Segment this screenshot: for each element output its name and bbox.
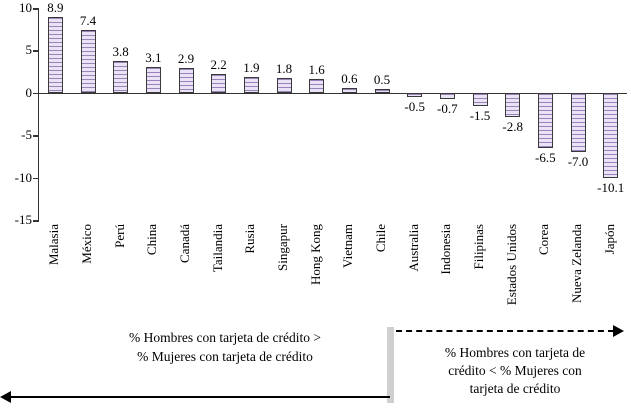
- y-tick-mark: [33, 220, 39, 222]
- value-label: -6.5: [535, 149, 556, 165]
- bar: [113, 60, 129, 93]
- bar: [570, 92, 586, 153]
- plot-area: 8.9 7.4 3.8 3.1 2.9 2.2 1.9 1.8 1.6 0.6 0.5 -0.5 -0.…: [33, 0, 627, 222]
- bar: [472, 92, 488, 106]
- x-category-label: México: [79, 224, 94, 264]
- x-category-label: Perú: [111, 224, 127, 248]
- value-label: -0.7: [437, 100, 458, 116]
- bar: [407, 92, 423, 98]
- y-tick-label: -5: [21, 127, 32, 143]
- value-label: 8.9: [47, 0, 64, 16]
- x-category-label: Hong Kong: [307, 224, 323, 286]
- left-annotation-line1: % Hombres con tarjeta de crédito >: [128, 330, 322, 345]
- x-category-label: Australia: [405, 224, 421, 272]
- value-label: 0.6: [341, 70, 358, 86]
- bar: [178, 68, 194, 93]
- x-category-label: China: [144, 224, 160, 256]
- value-label: 3.1: [145, 49, 162, 65]
- left-annotation-line2: % Mujeres con tarjeta de crédito: [137, 349, 313, 364]
- bar: [439, 92, 455, 99]
- bar: [276, 77, 292, 93]
- x-category-label: Singapur: [275, 224, 290, 271]
- value-label: -7.0: [567, 154, 589, 170]
- left-arrowhead-icon: [0, 391, 11, 403]
- bar: [341, 87, 357, 93]
- x-category-label: Vietnam: [340, 224, 356, 268]
- right-arrow-line: [396, 330, 614, 332]
- bar: [374, 88, 390, 93]
- x-category-label: Chile: [373, 224, 388, 253]
- x-category-label: Rusia: [242, 224, 258, 254]
- value-label: -10.1: [597, 180, 625, 196]
- right-annotation-line3: tarjeta de crédito: [469, 381, 561, 396]
- bar: [211, 74, 227, 93]
- y-tick-label: -10: [14, 169, 32, 185]
- y-tick-mark: [33, 50, 39, 52]
- value-label: -0.5: [404, 99, 425, 115]
- value-label: 1.9: [243, 59, 260, 75]
- y-tick-label: 10: [19, 0, 32, 15]
- bar: [537, 92, 553, 148]
- value-label: 2.9: [177, 51, 195, 67]
- value-label: -2.8: [502, 118, 523, 134]
- bar: [309, 79, 325, 93]
- bar: [145, 66, 161, 93]
- vertical-divider: [387, 327, 394, 403]
- bar: [80, 30, 96, 93]
- x-labels: Malasia México Perú China Canadá Tailandia Rus…: [38, 224, 626, 326]
- x-category-label: Nueva Zelanda: [569, 224, 584, 304]
- y-tick-mark: [33, 177, 39, 180]
- x-category-label: Tailandia: [209, 224, 225, 273]
- value-label: 3.8: [112, 43, 129, 59]
- y-tick-mark: [33, 135, 39, 137]
- right-arrowhead-icon: [613, 325, 624, 337]
- right-annotation-line1: % Hombres con tarjeta de: [444, 345, 586, 360]
- x-category-label: Canadá: [177, 224, 192, 263]
- bar: [603, 92, 619, 179]
- bar: [243, 76, 259, 93]
- y-tick-label: -15: [14, 212, 32, 227]
- left-arrow-line: [9, 396, 390, 398]
- y-tick-mark: [33, 92, 39, 95]
- right-annotation-line2: crédito < % Mujeres con: [448, 363, 582, 378]
- y-tick-label: 0: [25, 84, 33, 100]
- value-label: 0.5: [373, 71, 391, 87]
- left-annotation: % Hombres con tarjeta de crédito > % Muj…: [60, 328, 390, 366]
- value-label: 1.8: [275, 60, 293, 76]
- x-category-label: Filipinas: [471, 224, 486, 270]
- x-category-label: Corea: [536, 224, 552, 256]
- value-label: 1.6: [308, 62, 325, 78]
- x-category-label: Malasia: [46, 224, 62, 266]
- bar: [505, 92, 521, 117]
- right-annotation: % Hombres con tarjeta de crédito < % Muj…: [400, 344, 630, 398]
- bar: [47, 17, 63, 93]
- x-category-label: Japón: [601, 224, 617, 255]
- zero-baseline: [39, 92, 627, 95]
- x-category-label: Indonesia: [438, 224, 454, 275]
- value-label: -1.5: [469, 107, 491, 123]
- y-tick-label: 5: [25, 42, 33, 58]
- x-category-label: Estados Unidos: [503, 224, 519, 306]
- value-label: 7.4: [79, 13, 97, 29]
- y-axis-labels: 10 5 0 -5 -10 -15: [0, 0, 34, 227]
- y-tick-mark: [33, 8, 39, 10]
- value-label: 2.2: [210, 57, 227, 73]
